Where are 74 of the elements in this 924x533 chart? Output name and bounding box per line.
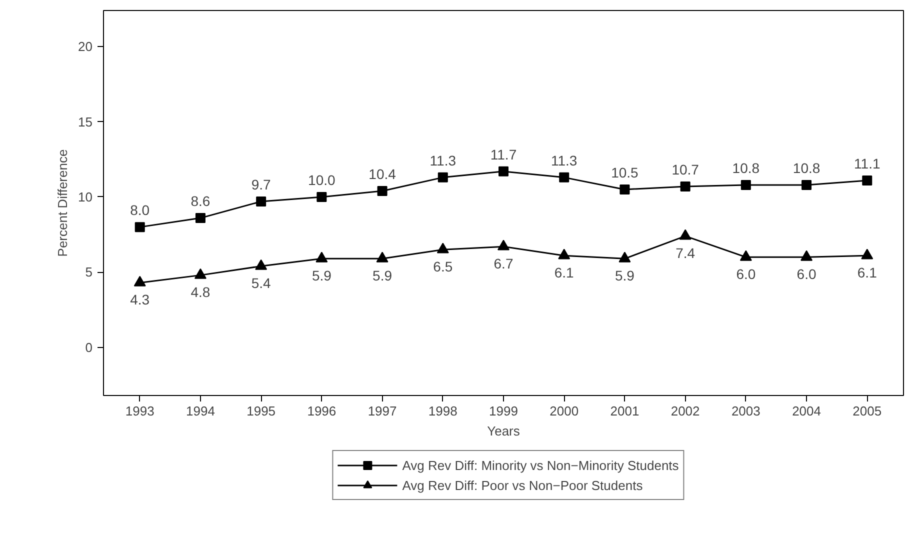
data-label: 4.8 — [190, 284, 210, 300]
y-tick-label: 15 — [78, 114, 93, 130]
data-label: 4.3 — [130, 292, 150, 308]
point — [134, 276, 146, 286]
data-label: 6.1 — [857, 264, 878, 281]
point — [620, 184, 630, 194]
data-label: 7.4 — [676, 245, 696, 262]
data-label: 10.7 — [672, 161, 700, 178]
x-tick-label: 1996 — [307, 404, 336, 418]
data-label: 10.8 — [732, 160, 760, 176]
point — [195, 213, 206, 224]
point — [740, 180, 751, 190]
point — [679, 229, 692, 240]
x-tick-label: 1995 — [246, 404, 276, 418]
point — [498, 240, 510, 250]
x-tick-label: 2000 — [550, 404, 579, 418]
point — [256, 196, 266, 206]
data-label: 9.7 — [251, 176, 272, 192]
data-label: 6.5 — [433, 258, 453, 275]
point — [316, 192, 327, 202]
legend-label: Avg Rev Diff: Minority vs Non−Minority Students — [402, 458, 679, 472]
point — [680, 181, 690, 192]
data-label: 11.3 — [551, 152, 578, 168]
point — [740, 250, 752, 261]
point — [438, 172, 448, 182]
data-label: 10.0 — [308, 172, 336, 188]
point — [862, 175, 872, 186]
y-tick-label: 20 — [78, 39, 93, 54]
x-tick-label: 2003 — [731, 404, 760, 418]
data-label: 5.4 — [251, 275, 272, 292]
data-label: 11.1 — [854, 155, 880, 172]
point — [316, 252, 328, 262]
data-label: 5.9 — [614, 268, 635, 284]
data-label: 6.0 — [796, 266, 816, 282]
data-label: 11.3 — [430, 152, 456, 168]
x-tick-label: 1994 — [186, 404, 215, 418]
data-label: 5.9 — [372, 268, 392, 284]
x-tick-label: 1998 — [428, 404, 458, 418]
point — [194, 268, 206, 279]
x-tick-label: 2004 — [792, 404, 821, 418]
point — [559, 172, 570, 182]
data-label: 8.0 — [130, 202, 150, 218]
x-tick-label: 2001 — [610, 404, 640, 418]
data-label: 6.1 — [554, 264, 574, 281]
y-tick-label: 5 — [85, 264, 93, 280]
point — [255, 259, 268, 270]
x-tick-label: 1997 — [368, 404, 397, 418]
x-tick-label: 1993 — [125, 404, 154, 418]
point — [558, 248, 570, 260]
point — [861, 248, 874, 260]
data-label: 5.9 — [312, 268, 332, 284]
point — [498, 166, 508, 176]
point — [802, 180, 812, 190]
point — [618, 252, 631, 262]
data-label: 10.8 — [792, 160, 820, 176]
data-label: 11.7 — [490, 146, 517, 162]
data-label: 6.7 — [494, 256, 514, 272]
x-axis-title: Years — [487, 424, 520, 438]
legend-label: Avg Rev Diff: Poor vs Non−Poor Students — [402, 478, 643, 492]
data-label: 10.5 — [611, 164, 639, 180]
y-tick-label: 10 — [78, 189, 93, 204]
data-label: 10.4 — [368, 166, 396, 182]
point — [436, 242, 449, 254]
point — [800, 250, 813, 261]
x-tick-label: 2005 — [852, 404, 882, 418]
y-tick-label: 0 — [85, 340, 93, 355]
x-tick-label: 2002 — [670, 404, 700, 418]
data-label: 6.0 — [736, 266, 756, 282]
point — [376, 252, 388, 262]
data-label: 8.6 — [190, 193, 210, 210]
point — [377, 186, 388, 196]
x-tick-label: 1999 — [489, 404, 518, 418]
point — [134, 222, 145, 232]
y-axis-title: Percent Difference — [55, 149, 70, 257]
